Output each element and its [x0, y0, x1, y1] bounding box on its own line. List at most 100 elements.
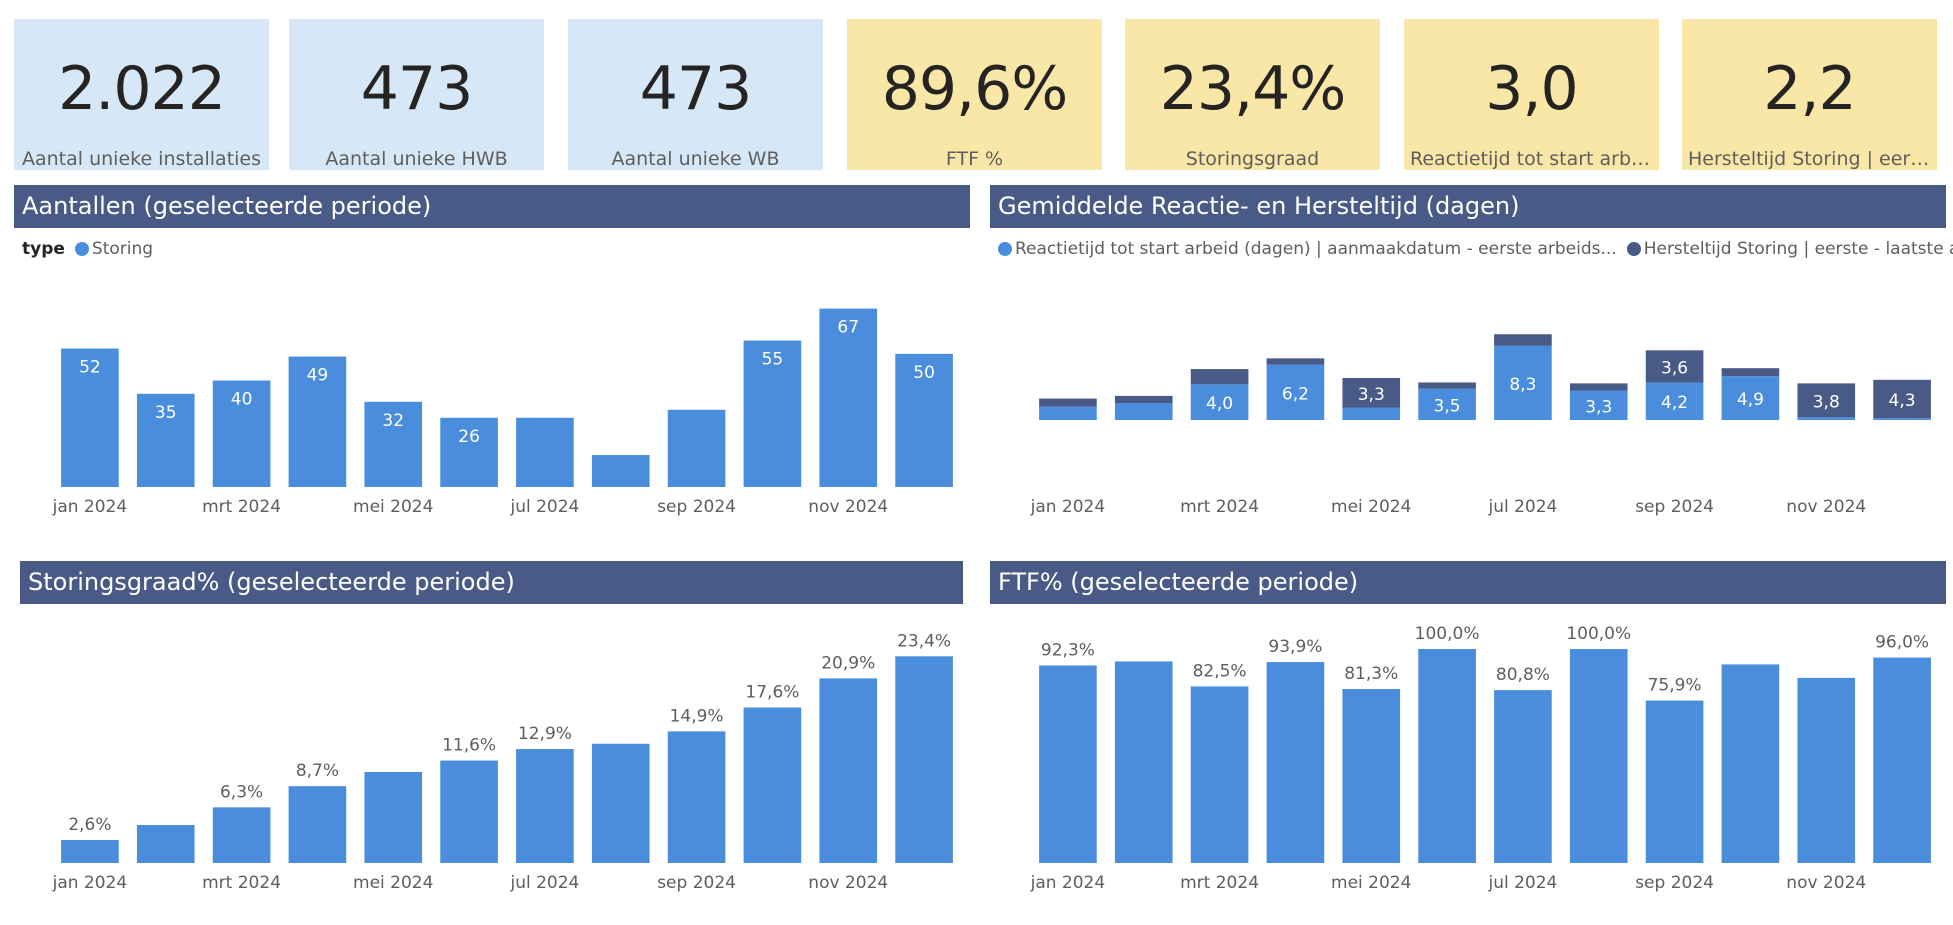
bar-primary[interactable] [1569, 649, 1628, 863]
bar-primary[interactable] [1645, 382, 1704, 420]
bar-primary[interactable] [1266, 364, 1325, 420]
legend-item-reactietijd[interactable]: Reactietijd tot start arbeid (dagen) | a… [998, 239, 1617, 259]
bar-primary[interactable] [440, 760, 498, 863]
aantallen-bar-chart[interactable]: 52 jan 2024 35 40 mrt 2024 49 32 mei 2024 26 jul … [52, 290, 962, 520]
bar-primary[interactable] [212, 807, 271, 863]
bar-primary[interactable] [212, 380, 271, 488]
bar-primary[interactable] [895, 656, 953, 863]
bar-primary[interactable] [1418, 388, 1476, 420]
bar-secondary[interactable] [1569, 383, 1628, 391]
bar-secondary[interactable] [1873, 379, 1931, 419]
bar-primary[interactable] [819, 308, 878, 487]
bar-secondary[interactable] [1114, 395, 1173, 404]
bar-secondary[interactable] [1266, 358, 1325, 365]
bar-primary[interactable] [1645, 700, 1704, 863]
x-tick-label: jul 2024 [1487, 873, 1557, 893]
data-label: 12,9% [518, 724, 572, 744]
bar-primary[interactable] [1569, 390, 1628, 420]
bar-primary[interactable] [61, 840, 119, 863]
x-tick-label: nov 2024 [808, 497, 888, 517]
bar-primary[interactable] [1342, 689, 1401, 863]
kpi-card-reactietijd[interactable]: 3,0 Reactietijd tot start arbei... [1404, 19, 1659, 170]
data-label: 23,4% [897, 631, 951, 651]
kpi-card-storingsgraad[interactable]: 23,4% Storingsgraad [1125, 19, 1380, 170]
data-label: 14,9% [670, 706, 724, 726]
legend-dot-icon [998, 242, 1012, 256]
bar-primary[interactable] [1721, 664, 1780, 863]
bar-secondary[interactable] [1797, 383, 1856, 418]
bar-primary[interactable] [743, 707, 802, 863]
kpi-card-wb[interactable]: 473 Aantal unieke WB [568, 19, 823, 170]
bar-secondary[interactable] [1494, 334, 1552, 346]
bar-primary[interactable] [667, 409, 726, 487]
aantallen-legend: type Storing [22, 239, 163, 259]
kpi-card-hwb[interactable]: 473 Aantal unieke HWB [289, 19, 544, 170]
bar-secondary[interactable] [1645, 350, 1704, 383]
kpi-card-ftf[interactable]: 89,6% FTF % [847, 19, 1102, 170]
bar-primary[interactable] [1342, 407, 1401, 420]
reactie-stacked-bar-chart[interactable]: jan 2024 4,0 mrt 2024 6,2 3,3 mei 2024 3,5 8,3 j… [1030, 280, 1940, 520]
kpi-label: Reactietijd tot start arbei... [1410, 150, 1653, 169]
data-label: 3,5 [1434, 396, 1461, 416]
bar-primary[interactable] [1039, 665, 1097, 863]
bar-primary[interactable] [364, 772, 423, 863]
data-label: 100,0% [1566, 624, 1631, 644]
x-tick-label: jul 2024 [1487, 497, 1557, 517]
bar-primary[interactable] [819, 678, 878, 863]
bar-primary[interactable] [440, 417, 498, 487]
bar-primary[interactable] [1494, 690, 1552, 863]
data-label: 96,0% [1875, 633, 1929, 653]
bar-primary[interactable] [516, 749, 574, 863]
bar-primary[interactable] [1418, 649, 1476, 863]
bar-primary[interactable] [288, 786, 347, 863]
bar-secondary[interactable] [1190, 369, 1249, 385]
data-label: 3,8 [1813, 392, 1840, 412]
bar-primary[interactable] [743, 340, 802, 487]
bar-primary[interactable] [1797, 417, 1856, 420]
data-label: 3,3 [1358, 385, 1385, 405]
bar-secondary[interactable] [1342, 378, 1401, 408]
kpi-card-hersteltijd[interactable]: 2,2 Hersteltijd Storing | eerst... [1682, 19, 1937, 170]
kpi-card-installaties[interactable]: 2.022 Aantal unieke installaties [14, 19, 269, 170]
bar-primary[interactable] [61, 348, 119, 487]
legend-item-hersteltijd[interactable]: Hersteltijd Storing | eerste - laatste a… [1626, 239, 1953, 259]
x-tick-label: jul 2024 [509, 873, 579, 893]
ftf-bar-chart[interactable]: 92,3% jan 2024 82,5% mrt 2024 93,9% 81,3% mei … [1030, 615, 1940, 895]
bar-primary[interactable] [1873, 657, 1931, 863]
bar-primary[interactable] [288, 356, 347, 487]
bar-primary[interactable] [1721, 376, 1780, 420]
bar-primary[interactable] [1039, 406, 1097, 420]
bar-primary[interactable] [591, 455, 650, 487]
x-tick-label: mei 2024 [1331, 497, 1411, 517]
kpi-label: Storingsgraad [1185, 150, 1320, 169]
data-label: 3,6 [1661, 358, 1688, 378]
bar-primary[interactable] [1494, 345, 1552, 420]
bar-primary[interactable] [1190, 686, 1249, 863]
bar-secondary[interactable] [1721, 368, 1780, 377]
bar-primary[interactable] [1114, 661, 1173, 863]
legend-item-storing[interactable]: Storing [74, 239, 153, 259]
x-tick-label: mrt 2024 [202, 497, 281, 517]
storingsgraad-bar-chart[interactable]: 2,6% jan 2024 6,3% mrt 2024 8,7% mei 2024 11,6… [52, 615, 962, 895]
data-label: 92,3% [1041, 640, 1095, 660]
bar-primary[interactable] [136, 393, 195, 487]
bar-primary[interactable] [667, 731, 726, 863]
x-tick-label: mei 2024 [1331, 873, 1411, 893]
bar-primary[interactable] [1797, 677, 1856, 863]
bar-primary[interactable] [1190, 384, 1249, 420]
kpi-label: Hersteltijd Storing | eerst... [1688, 150, 1931, 169]
bar-secondary[interactable] [1039, 398, 1097, 407]
bar-primary[interactable] [591, 743, 650, 863]
bar-primary[interactable] [1114, 403, 1173, 420]
bar-primary[interactable] [516, 417, 574, 487]
bar-primary[interactable] [1873, 418, 1931, 420]
x-tick-label: jan 2024 [52, 497, 128, 517]
data-label: 11,6% [442, 736, 496, 756]
data-label: 40 [231, 390, 253, 410]
bar-secondary[interactable] [1418, 382, 1476, 389]
bar-primary[interactable] [136, 825, 195, 863]
bar-primary[interactable] [1266, 662, 1325, 863]
bar-primary[interactable] [895, 353, 953, 487]
bar-primary[interactable] [364, 401, 423, 487]
data-label: 20,9% [821, 653, 875, 673]
